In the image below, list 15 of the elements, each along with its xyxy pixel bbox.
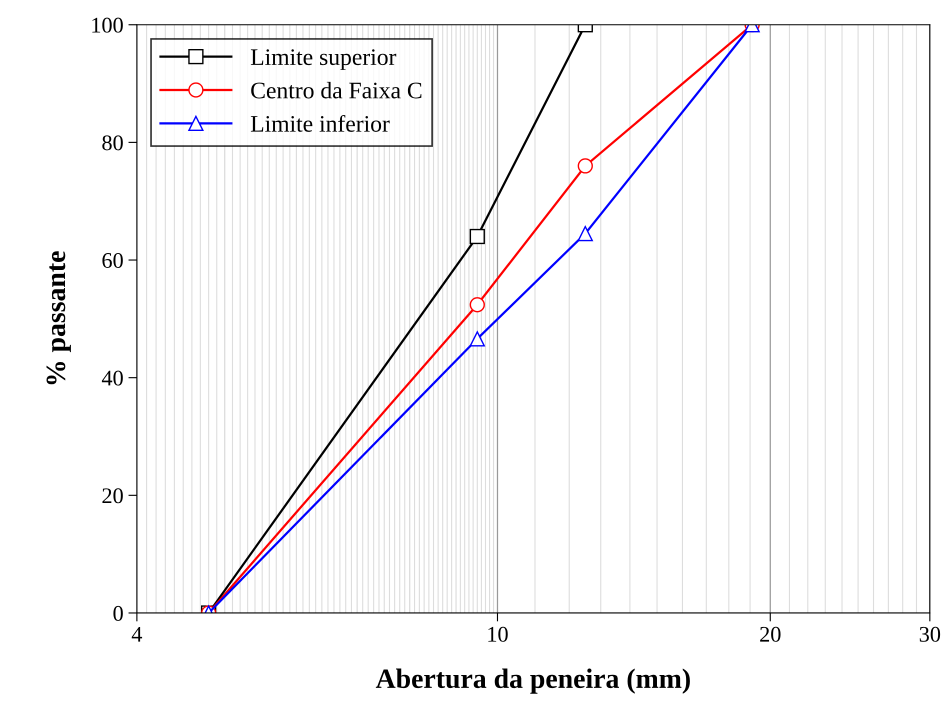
y-tick-label: 40 bbox=[102, 370, 123, 386]
y-tick-label: 100 bbox=[92, 18, 123, 33]
x-tick-label: 30 bbox=[920, 626, 940, 642]
x-tick-label: 20 bbox=[760, 626, 781, 642]
x-axis-title: Abertura da peneira (mm) bbox=[376, 668, 690, 694]
y-tick-label: 20 bbox=[102, 488, 123, 504]
y-tick-label: 60 bbox=[102, 252, 123, 268]
y-axis-title: % passante bbox=[46, 251, 71, 384]
x-tick-label: 4 bbox=[132, 626, 142, 642]
y-tick-label: 80 bbox=[102, 135, 123, 150]
legend-label: Centro da Faixa C bbox=[251, 82, 422, 98]
legend-label: Limite superior bbox=[250, 49, 396, 70]
x-tick-label: 10 bbox=[488, 626, 508, 642]
legend-label: Limite inferior bbox=[250, 114, 390, 132]
y-tick-label: 0 bbox=[113, 606, 123, 621]
